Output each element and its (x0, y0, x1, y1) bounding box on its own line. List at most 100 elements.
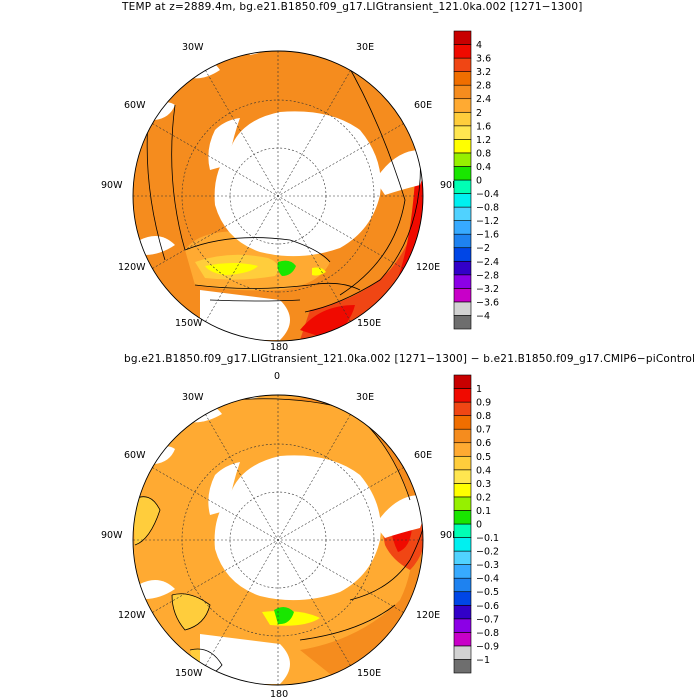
lon-label-120e: 120E (416, 262, 440, 273)
graticule-bottom (133, 395, 423, 685)
contour-line (133, 496, 161, 546)
colorbar-label: 0.1 (476, 506, 491, 517)
antarctic-peninsula (208, 462, 240, 515)
contour-line (209, 299, 301, 302)
colorbar-swatch (453, 442, 472, 457)
lon-label-150e: 150E (357, 318, 381, 329)
map-title-bottom: bg.e21.B1850.f09_g17.LIGtransient_121.0k… (124, 353, 696, 365)
field-patch (172, 593, 210, 630)
colorbar-label: 0.4 (476, 465, 491, 476)
lon-label-30e: 30E (356, 392, 374, 403)
polar-map-top: 30W 30E 60W 60E 90W 90E 120W 120E 150W 1… (101, 30, 499, 353)
colorbar-label: −0.4 (476, 574, 499, 585)
colorbar-swatch (453, 659, 472, 674)
colorbar-label: 2.8 (476, 81, 491, 92)
colorbar-swatch (453, 288, 472, 303)
colorbar-label: 0.9 (476, 398, 491, 409)
sea-ice-region (375, 495, 423, 538)
lon-label-150w: 150W (175, 668, 203, 679)
lon-label-90e: 90E (440, 530, 458, 541)
lon-label-90e: 90E (440, 180, 458, 191)
contour-line (299, 604, 396, 641)
colorbar-label: 0.2 (476, 492, 491, 503)
lon-label-120w: 120W (118, 610, 146, 621)
lon-label-60w: 60W (124, 100, 146, 111)
no-data-region (140, 236, 175, 255)
field-patch (395, 175, 423, 285)
colorbar-label: 1.2 (476, 135, 491, 146)
colorbar-swatch (453, 469, 472, 484)
colorbar-swatch (453, 374, 472, 389)
colorbar-swatch (453, 401, 472, 416)
lon-label-60e: 60E (414, 450, 432, 461)
colorbar-label: −3.2 (476, 284, 499, 295)
field-patch (230, 395, 423, 685)
colorbar-swatch (453, 428, 472, 444)
map-title-top: TEMP at z=2889.4m, bg.e21.B1850.f09_g17.… (122, 1, 583, 13)
colorbar-swatch (453, 645, 472, 660)
colorbar-label: −0.8 (476, 628, 499, 639)
colorbar-swatch (453, 260, 472, 276)
contour-line (194, 282, 361, 291)
lon-label-30e: 30E (356, 42, 374, 53)
colorbar-swatch (453, 193, 472, 208)
sea-ice-region (375, 150, 423, 195)
colorbar-swatch (453, 315, 472, 330)
colorbar-bottom: 1 0.9 0.8 0.7 0.6 0.5 0.4 0.3 0.2 0.1 0 −0.1 −0.2 −0.… (453, 374, 499, 674)
colorbar-label: 1.6 (476, 121, 491, 132)
colorbar-swatch (453, 44, 472, 59)
lon-label-180: 180 (270, 342, 288, 353)
colorbar-label: −1.6 (476, 230, 499, 241)
polar-map-bottom: 0 30W 30E 60W 60E 90W 90E 120W 120E 150W… (101, 371, 499, 700)
field-patch (300, 305, 355, 340)
lon-label-90w: 90W (101, 530, 123, 541)
colorbar-swatch (453, 591, 472, 606)
lon-label-60e: 60E (414, 100, 432, 111)
colorbar-swatch (453, 152, 472, 167)
colorbar-swatch (453, 166, 472, 181)
contour-line (171, 104, 186, 251)
colorbar-swatch (453, 125, 472, 140)
colorbar-label: −0.3 (476, 560, 499, 571)
colorbar-label: −0.9 (476, 641, 499, 652)
colorbar-swatch (453, 388, 472, 403)
contour-line (339, 59, 406, 296)
colorbar-swatch (453, 139, 472, 154)
colorbar-label: −2.8 (476, 270, 499, 281)
no-data-region (300, 37, 330, 49)
antarctica-land (214, 111, 381, 257)
field-patch (277, 260, 296, 276)
colorbar-swatch (453, 537, 472, 552)
colorbar-swatch (453, 84, 472, 100)
no-data-region (140, 580, 175, 599)
no-data-region (300, 381, 330, 393)
lon-label-120w: 120W (118, 262, 146, 273)
lon-label-30w: 30W (182, 42, 204, 53)
colorbar-swatch (453, 510, 472, 525)
colorbar-swatch (453, 30, 472, 45)
antarctic-peninsula (208, 118, 240, 170)
colorbar-swatch (453, 483, 472, 498)
colorbar-swatch (453, 550, 472, 565)
colorbar-swatch (453, 57, 472, 72)
lon-label-150e: 150E (357, 668, 381, 679)
field-patch (205, 263, 258, 275)
colorbar-label: 0.8 (476, 148, 491, 159)
lon-label-180: 180 (270, 689, 288, 700)
no-data-region (200, 290, 290, 340)
lon-label-90w: 90W (101, 180, 123, 191)
colorbar-label: −2 (476, 243, 490, 254)
colorbar-swatch (453, 111, 472, 127)
colorbar-label: −0.8 (476, 203, 499, 214)
lon-label-0: 0 (274, 371, 280, 382)
contour-line (171, 593, 211, 631)
colorbar-label: −0.6 (476, 601, 499, 612)
colorbar-swatch (453, 206, 472, 221)
graticule-top (133, 51, 423, 341)
colorbar-label: −0.7 (476, 614, 499, 625)
colorbar-swatch (453, 301, 472, 316)
colorbar-swatch (453, 618, 472, 633)
field-patch (133, 496, 160, 545)
lon-label-60w: 60W (124, 450, 146, 461)
